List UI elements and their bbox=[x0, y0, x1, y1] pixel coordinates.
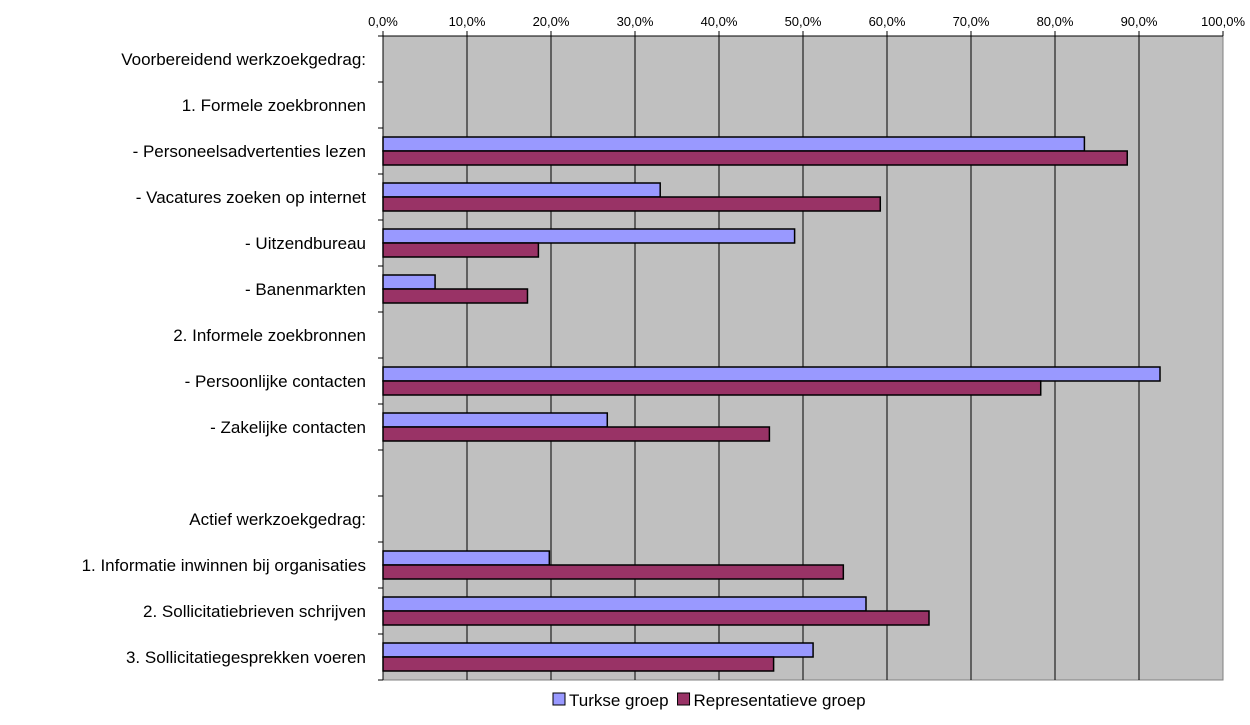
category-label: - Zakelijke contacten bbox=[210, 418, 366, 437]
category-label: 3. Sollicitatiegesprekken voeren bbox=[126, 648, 366, 667]
category-label: 2. Sollicitatiebrieven schrijven bbox=[143, 602, 366, 621]
category-label: Voorbereidend werkzoekgedrag: bbox=[121, 50, 366, 69]
legend-swatch bbox=[677, 692, 691, 706]
category-label: Actief werkzoekgedrag: bbox=[189, 510, 366, 529]
bar bbox=[382, 242, 540, 258]
legend-swatch bbox=[552, 692, 566, 706]
category-label: - Persoonlijke contacten bbox=[185, 372, 366, 391]
bar bbox=[382, 196, 882, 212]
x-tick-label: 70,0% bbox=[953, 14, 990, 29]
x-tick-label: 60,0% bbox=[869, 14, 906, 29]
x-tick-label: 30,0% bbox=[617, 14, 654, 29]
bar bbox=[382, 274, 436, 290]
bar bbox=[382, 642, 814, 658]
x-axis: 0,0% 10,0% 20,0% 30,0% 40,0% 50,0% 60,0% 70,0% 8… bbox=[368, 14, 1246, 37]
bar bbox=[382, 228, 796, 244]
bars bbox=[382, 136, 1161, 672]
legend-label: Representatieve groep bbox=[694, 691, 866, 710]
bar bbox=[382, 426, 771, 442]
bar bbox=[382, 596, 867, 612]
category-label: 1. Formele zoekbronnen bbox=[182, 96, 366, 115]
bar bbox=[382, 550, 551, 566]
x-tick-label: 50,0% bbox=[785, 14, 822, 29]
category-label: - Vacatures zoeken op internet bbox=[136, 188, 367, 207]
category-label: 2. Informele zoekbronnen bbox=[173, 326, 366, 345]
y-axis: Voorbereidend werkzoekgedrag: 1. Formele … bbox=[82, 35, 384, 681]
legend: Turkse groep Representatieve groep bbox=[552, 691, 866, 710]
bar bbox=[382, 564, 845, 580]
bar bbox=[382, 412, 609, 428]
category-label: - Banenmarkten bbox=[245, 280, 366, 299]
category-label: - Personeelsadvertenties lezen bbox=[133, 142, 366, 161]
category-label: - Uitzendbureau bbox=[245, 234, 366, 253]
x-tick-label: 100,0% bbox=[1201, 14, 1246, 29]
bar bbox=[382, 380, 1042, 396]
x-tick-label: 40,0% bbox=[701, 14, 738, 29]
bar bbox=[382, 150, 1128, 166]
legend-label: Turkse groep bbox=[569, 691, 669, 710]
x-tick-label: 80,0% bbox=[1037, 14, 1074, 29]
bar bbox=[382, 136, 1086, 152]
bar bbox=[382, 656, 775, 672]
x-tick-label: 90,0% bbox=[1121, 14, 1158, 29]
category-label: 1. Informatie inwinnen bij organisaties bbox=[82, 556, 366, 575]
bar bbox=[382, 366, 1161, 382]
x-tick-label: 10,0% bbox=[449, 14, 486, 29]
bar bbox=[382, 288, 529, 304]
x-tick-label: 0,0% bbox=[368, 14, 398, 29]
x-tick-label: 20,0% bbox=[533, 14, 570, 29]
bar bbox=[382, 182, 661, 198]
plot-area bbox=[382, 35, 1224, 681]
bar bbox=[382, 610, 930, 626]
